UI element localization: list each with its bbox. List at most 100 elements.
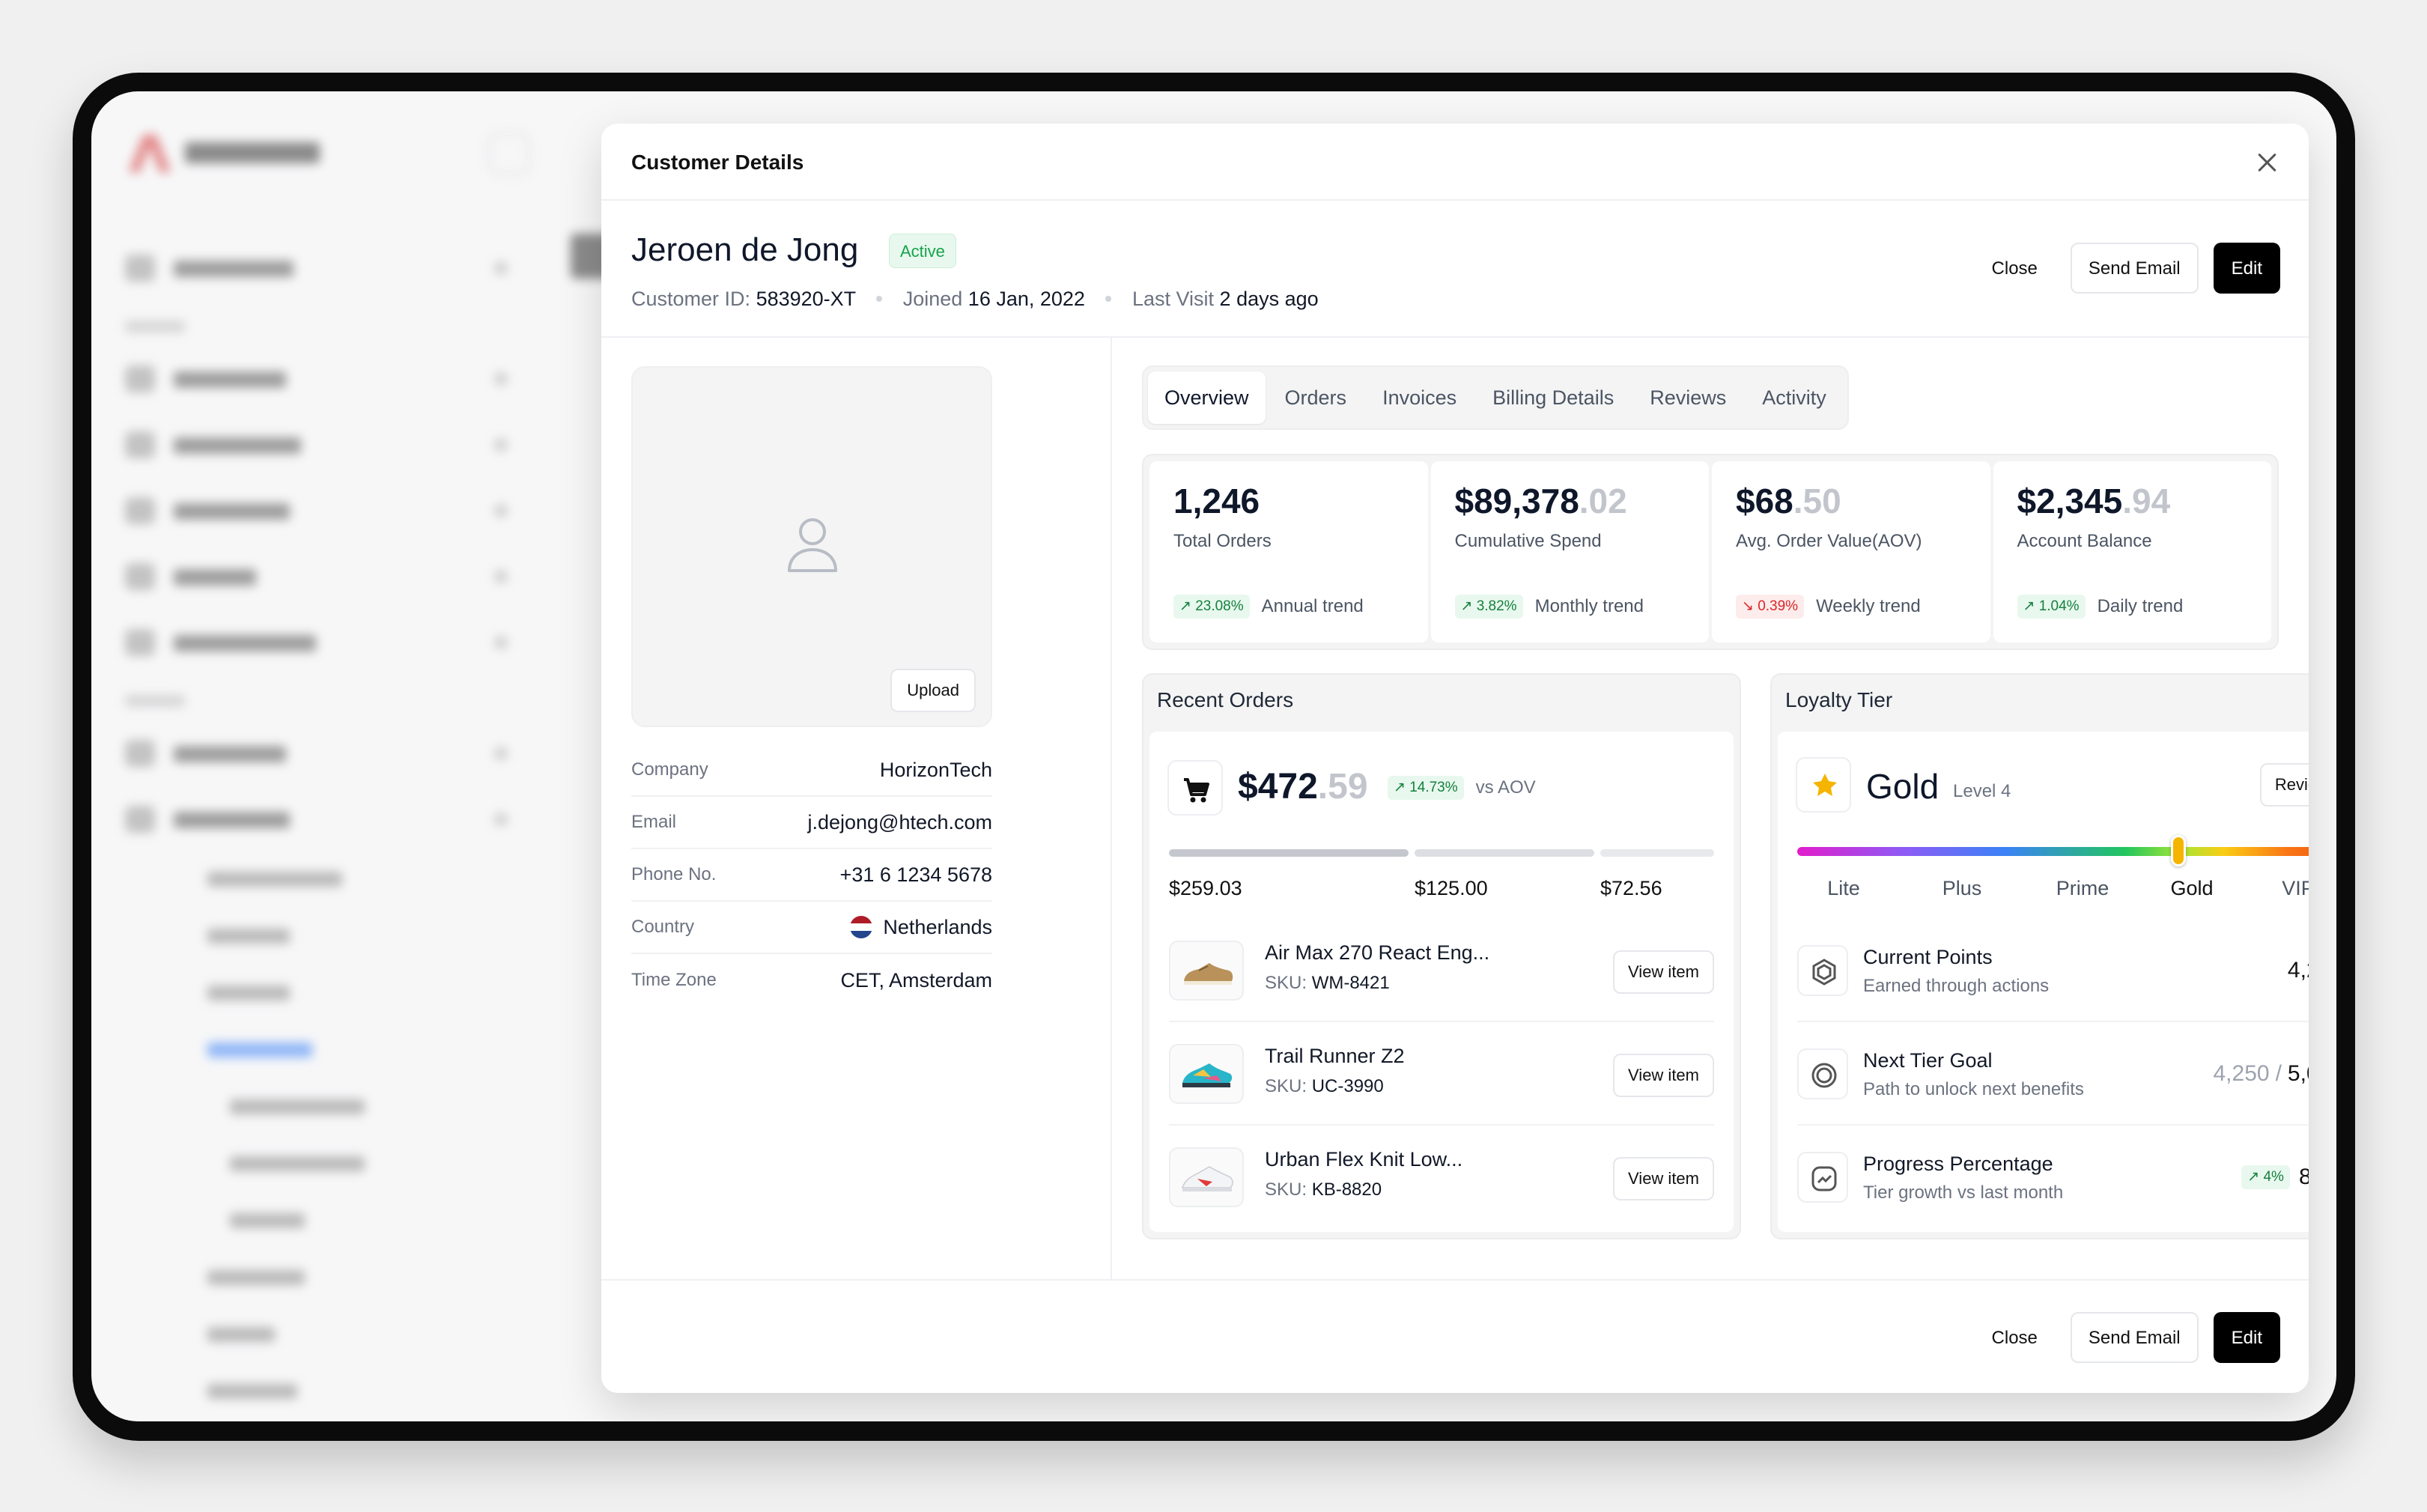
order-amount: $72.56 xyxy=(1600,877,1662,899)
recent-orders-title: Recent Orders xyxy=(1157,688,1294,711)
row-title: Current Points xyxy=(1863,946,1993,968)
customer-meta: Customer ID: 583920-XT Joined 16 Jan, 20… xyxy=(631,288,1319,311)
close-button[interactable]: Close xyxy=(1973,1312,2056,1363)
close-button[interactable]: Close xyxy=(1973,243,2056,294)
target-icon xyxy=(1797,1048,1848,1099)
send-email-button[interactable]: Send Email xyxy=(2070,243,2199,294)
recent-orders-card: Recent Orders $472.59 ↗ 14.73% vs AOV $25… xyxy=(1142,673,1741,1239)
send-email-button[interactable]: Send Email xyxy=(2070,1312,2199,1363)
row-value: 4,250/5,000 xyxy=(2213,1061,2309,1086)
email-link[interactable]: j.dejong@htech.com xyxy=(807,810,992,834)
last-visit-label: Last Visit xyxy=(1132,288,1215,310)
product-sku: SKU: KB-8820 xyxy=(1265,1179,1382,1200)
app-logo xyxy=(129,135,320,172)
trend-up-badge: ↗ 1.04% xyxy=(2017,595,2086,619)
aov-comparison: ↗ 14.73% vs AOV xyxy=(1388,776,1536,800)
product-name: Urban Flex Knit Low... xyxy=(1265,1148,1463,1171)
stat-card-total-orders: 1,246 Total Orders ↗ 23.08% Annual trend xyxy=(1149,461,1428,643)
info-row-country: Country Netherlands xyxy=(631,902,992,954)
tab-activity[interactable]: Activity xyxy=(1762,386,1826,409)
order-item: Trail Runner Z2 SKU: UC-3990 View item xyxy=(1169,1022,1714,1126)
tier-label-gold: Gold xyxy=(2170,877,2214,899)
info-label: Country xyxy=(631,917,695,937)
info-label: Email xyxy=(631,812,677,832)
close-icon[interactable] xyxy=(2253,149,2280,176)
loyalty-row-progress: Progress Percentage Tier growth vs last … xyxy=(1797,1126,2309,1229)
customer-id-label: Customer ID: xyxy=(631,288,751,310)
tab-billing-details[interactable]: Billing Details xyxy=(1492,386,1615,409)
trend-up-badge: ↗ 3.82% xyxy=(1454,595,1523,619)
tier-progress-track xyxy=(1797,847,2309,856)
customer-profile-header: Jeroen de Jong Active Customer ID: 58392… xyxy=(601,201,2309,338)
stat-value: $89,378.02 xyxy=(1454,482,1627,520)
info-row-timezone: Time Zone CET, Amsterdam xyxy=(631,954,992,1007)
stat-label: Cumulative Spend xyxy=(1454,531,1602,551)
app-screen: Customer Details Jeroen de Jong Active C… xyxy=(91,91,2336,1421)
review-button[interactable]: Review xyxy=(2259,763,2309,807)
tier-label-lite: Lite xyxy=(1827,877,1860,899)
stat-value: 1,246 xyxy=(1173,482,1260,520)
info-label: Company xyxy=(631,759,708,780)
stat-card-account-balance: $2,345.94 Account Balance ↗ 1.04% Daily t… xyxy=(1993,461,2271,643)
info-value: HorizonTech xyxy=(879,758,992,781)
trend-up-badge: ↗ 23.08% xyxy=(1173,595,1250,619)
sidebar-toggle xyxy=(488,133,530,174)
hexagon-icon xyxy=(1797,945,1848,996)
trend-down-badge: ↘ 0.39% xyxy=(1736,595,1805,619)
edit-button[interactable]: Edit xyxy=(2213,243,2280,294)
sidebar-blurred xyxy=(125,234,514,1420)
tab-overview[interactable]: Overview xyxy=(1148,371,1266,424)
stat-card-avg-order-value: $68.50 Avg. Order Value(AOV) ↘ 0.39% Week… xyxy=(1712,461,1990,643)
stat-trend: ↗ 1.04% Daily trend xyxy=(2017,595,2183,619)
edit-button[interactable]: Edit xyxy=(2213,1312,2280,1363)
row-subtitle: Path to unlock next benefits xyxy=(1863,1079,2084,1099)
info-label: Time Zone xyxy=(631,970,717,990)
stat-trend: ↗ 23.08% Annual trend xyxy=(1173,595,1364,619)
modal-title: Customer Details xyxy=(631,151,804,174)
stat-trend: ↘ 0.39% Weekly trend xyxy=(1736,595,1921,619)
gold-star-icon xyxy=(1796,757,1851,813)
sneaker-tan-image xyxy=(1169,941,1244,1001)
sneaker-teal-image xyxy=(1169,1044,1244,1104)
product-name: Trail Runner Z2 xyxy=(1265,1045,1405,1067)
view-item-button[interactable]: View item xyxy=(1613,1157,1714,1200)
product-sku: SKU: WM-8421 xyxy=(1265,973,1390,993)
tab-invoices[interactable]: Invoices xyxy=(1382,386,1457,409)
user-icon xyxy=(786,514,839,574)
stats-row: 1,246 Total Orders ↗ 23.08% Annual trend … xyxy=(1142,454,2279,650)
stat-trend: ↗ 3.82% Monthly trend xyxy=(1454,595,1644,619)
joined-value: 16 Jan, 2022 xyxy=(968,288,1085,310)
tier-name: Gold xyxy=(1866,767,1940,806)
tab-orders[interactable]: Orders xyxy=(1284,386,1347,409)
loyalty-row-current-points: Current Points Earned through actions 4,… xyxy=(1797,919,2309,1022)
order-amounts: $259.03 $125.00 $72.56 xyxy=(1169,877,1714,907)
info-label: Phone No. xyxy=(631,864,717,884)
upload-button[interactable]: Upload xyxy=(890,669,976,712)
info-row-company: Company HorizonTech xyxy=(631,744,992,797)
view-item-button[interactable]: View item xyxy=(1613,950,1714,994)
customer-info-list: Company HorizonTech Email j.dejong@htech.c… xyxy=(631,744,992,1007)
profile-sidebar: Upload Company HorizonTech Email j.dejong@… xyxy=(601,338,1112,1279)
stat-label: Avg. Order Value(AOV) xyxy=(1736,531,1922,551)
header-actions: Close Send Email Edit xyxy=(1973,243,2280,294)
tab-reviews[interactable]: Reviews xyxy=(1650,386,1727,409)
trend-up-badge: ↗ 4% xyxy=(2241,1165,2290,1189)
trend-up-badge: ↗ 14.73% xyxy=(1388,776,1464,800)
info-row-email: Email j.dejong@htech.com xyxy=(631,797,992,849)
sneaker-white-red-image xyxy=(1169,1147,1244,1207)
tier-label-prime: Prime xyxy=(2056,877,2109,899)
cart-icon xyxy=(1167,760,1223,816)
loyalty-tier-card: Loyalty Tier Gold Level 4 Review Lite Pl… xyxy=(1770,673,2309,1239)
tier-progress-handle[interactable] xyxy=(2171,835,2186,866)
row-value: 4,250 xyxy=(2287,958,2309,983)
order-item: Air Max 270 React Eng... SKU: WM-8421 Vi… xyxy=(1169,919,1714,1022)
stat-label: Account Balance xyxy=(2017,531,2152,551)
info-value: CET, Amsterdam xyxy=(840,968,992,992)
order-breakdown-bars xyxy=(1169,849,1714,857)
info-row-phone: Phone No. +31 6 1234 5678 xyxy=(631,849,992,902)
avatar-placeholder: Upload xyxy=(631,366,992,727)
view-item-button[interactable]: View item xyxy=(1613,1054,1714,1097)
stat-value: $68.50 xyxy=(1736,482,1841,520)
customer-name: Jeroen de Jong xyxy=(631,231,859,268)
stat-value: $2,345.94 xyxy=(2017,482,2171,520)
